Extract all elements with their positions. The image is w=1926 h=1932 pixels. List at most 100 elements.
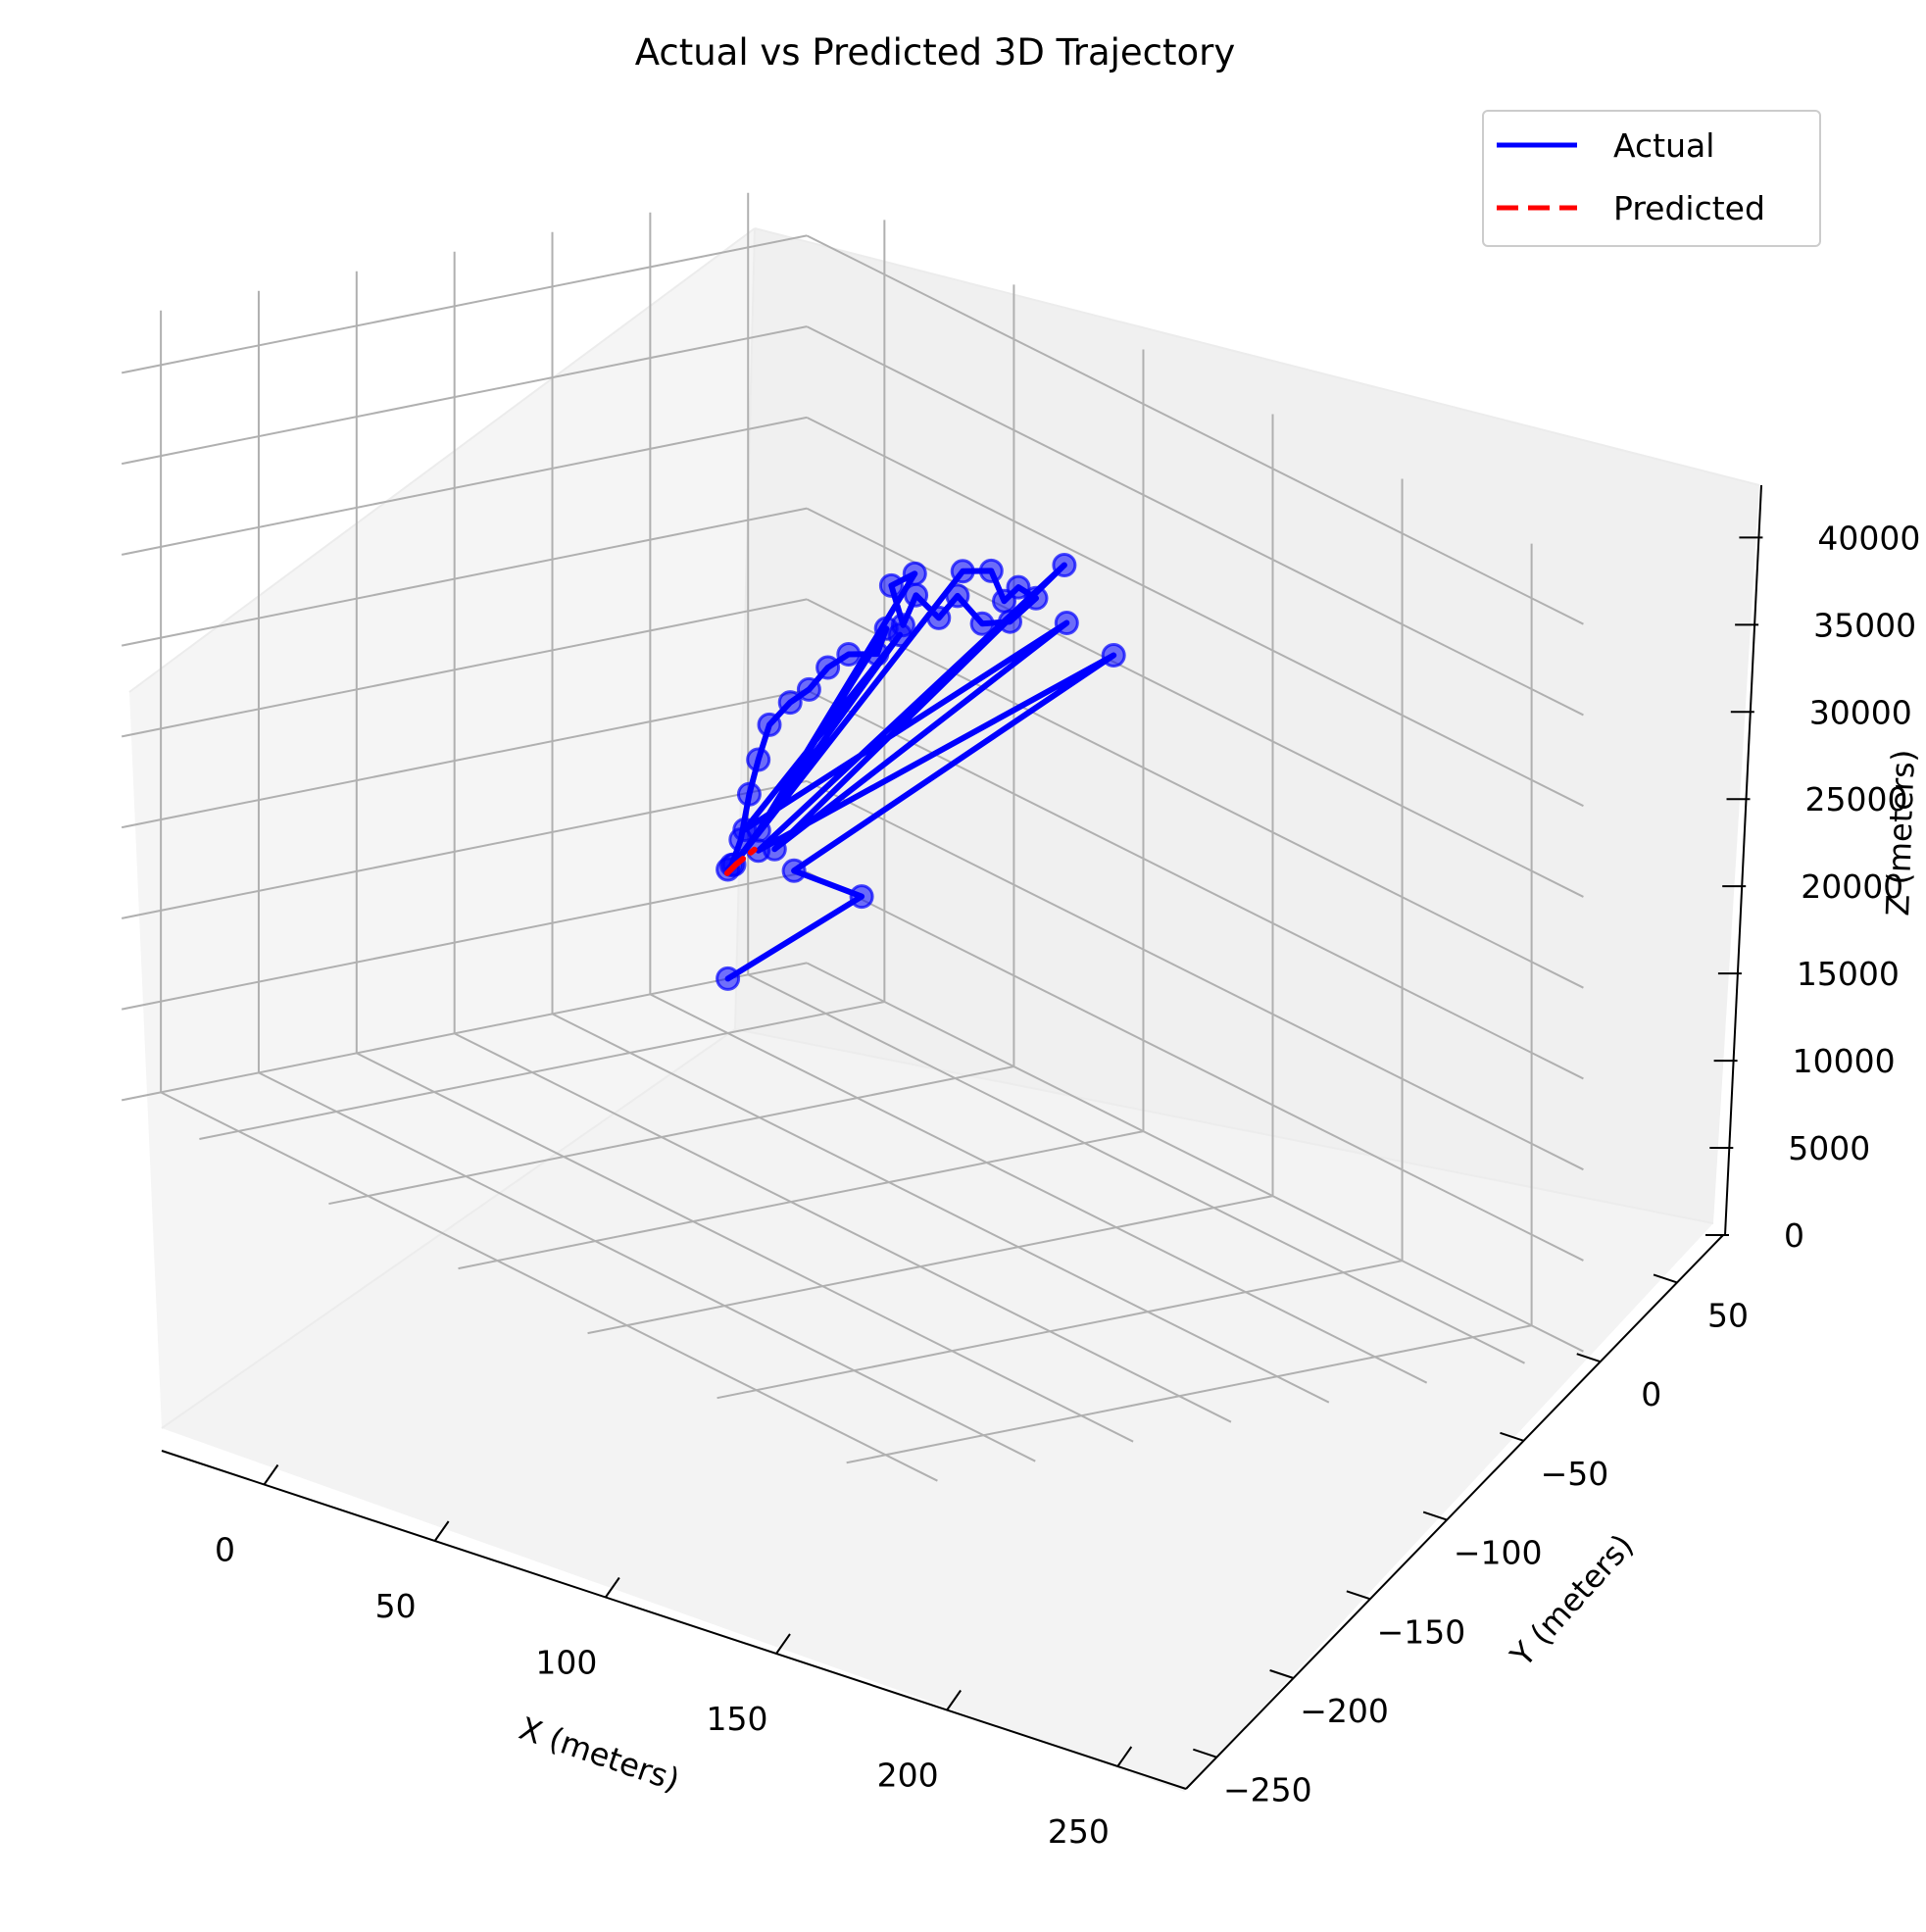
y-gridline-floor xyxy=(356,1052,1134,1443)
x-axis-line xyxy=(161,1450,1187,1790)
z-gridline-back xyxy=(806,416,1584,808)
data-point-actual xyxy=(746,747,771,772)
z-tick-label: 5000 xyxy=(1788,1129,1870,1167)
x-tick-label: 100 xyxy=(535,1644,597,1682)
x-tick-mark xyxy=(263,1463,279,1486)
y-tick-mark xyxy=(1576,1353,1602,1363)
data-point-actual xyxy=(762,836,787,862)
y-axis-line xyxy=(1185,1234,1724,1790)
data-point-actual xyxy=(945,583,970,609)
y-tick-mark xyxy=(1653,1273,1678,1284)
z-gridline-left xyxy=(121,870,808,1011)
data-point-actual xyxy=(904,582,929,608)
x-gridline-floor xyxy=(199,1001,885,1140)
y-tick-mark xyxy=(1500,1431,1524,1442)
z-gridline-back xyxy=(806,507,1584,898)
data-point-actual xyxy=(757,712,782,737)
z-gridline-back xyxy=(806,870,1584,1262)
z-gridline-left xyxy=(121,779,808,919)
data-point-actual xyxy=(736,781,762,807)
x-tick-mark xyxy=(775,1633,791,1655)
legend-label-actual: Actual xyxy=(1613,126,1714,165)
x-tick-mark xyxy=(946,1689,962,1711)
y-tick-label: −250 xyxy=(1223,1771,1312,1809)
chart-title: Actual vs Predicted 3D Trajectory xyxy=(635,31,1236,74)
y-gridline-floor xyxy=(747,973,1525,1364)
x-tick-mark xyxy=(433,1520,450,1542)
z-tick-label: 40000 xyxy=(1817,519,1920,557)
left-wall-pane xyxy=(129,228,755,1428)
data-point-actual xyxy=(878,572,904,598)
z-gridline-back xyxy=(806,779,1584,1171)
x-gridline-floor xyxy=(328,1065,1014,1206)
data-point-actual xyxy=(864,641,890,667)
z-tick-label: 10000 xyxy=(1793,1042,1896,1080)
y-tick-mark xyxy=(1192,1748,1217,1759)
z-axis-label: Z (meters) xyxy=(1879,749,1922,916)
data-point-actual xyxy=(1052,553,1077,577)
z-gridline-left xyxy=(121,689,808,829)
axis-ticks: 0 50 100 150 200 250 −250 −200 −150 −100 −50 0 50 0 50… xyxy=(215,519,1920,1851)
x-tick-label: 0 xyxy=(215,1531,235,1569)
y-tick-label: 50 xyxy=(1707,1296,1749,1334)
back-wall-pane xyxy=(735,228,1759,1223)
y-gridline-floor xyxy=(258,1071,1036,1462)
z-gridline-left xyxy=(121,507,808,647)
z-tick-label: 30000 xyxy=(1809,693,1912,731)
data-point-actual xyxy=(1023,585,1049,611)
x-tick-label: 250 xyxy=(1048,1812,1110,1851)
y-tick-label: −200 xyxy=(1300,1692,1389,1730)
z-tick-label: 20000 xyxy=(1801,867,1903,906)
x-gridline-floor xyxy=(458,1130,1144,1270)
pane-edges xyxy=(128,227,1760,1429)
y-gridline-floor xyxy=(552,1013,1330,1404)
x-tick-mark xyxy=(605,1576,620,1599)
y-tick-mark xyxy=(1269,1669,1294,1679)
floor-pane xyxy=(162,1029,1713,1792)
data-point-actual xyxy=(998,609,1022,634)
z-gridline-back xyxy=(806,234,1584,625)
data-point-actual xyxy=(777,690,803,716)
data-point-actual xyxy=(781,858,807,883)
y-tick-mark xyxy=(1346,1590,1371,1601)
z-tick-label: 35000 xyxy=(1813,606,1916,644)
data-point-actual xyxy=(950,559,975,584)
data-point-actual xyxy=(873,616,899,641)
z-gridline-back xyxy=(806,325,1584,717)
data-point-actual xyxy=(1054,611,1079,635)
z-tick-label: 0 xyxy=(1784,1216,1804,1255)
x-gridline-floor xyxy=(587,1195,1273,1335)
series-layer xyxy=(716,553,1126,991)
y-gridline-floor xyxy=(649,993,1428,1384)
data-point-actual xyxy=(836,642,862,667)
x-tick-label: 150 xyxy=(707,1700,768,1738)
y-tick-mark xyxy=(1422,1511,1448,1521)
z-gridline-left xyxy=(121,962,808,1102)
data-point-actual xyxy=(902,561,927,586)
z-gridline-back xyxy=(806,962,1584,1353)
z-gridline-left xyxy=(121,325,808,466)
z-gridline-left xyxy=(121,416,808,556)
y-tick-label: −100 xyxy=(1454,1534,1543,1572)
legend: Actual Predicted xyxy=(1482,110,1821,247)
data-point-actual xyxy=(728,827,754,853)
data-point-actual xyxy=(796,676,821,702)
data-point-actual xyxy=(978,558,1004,583)
z-tick-label: 15000 xyxy=(1797,955,1900,993)
series-line-predicted xyxy=(723,846,758,876)
z-gridline-back xyxy=(806,598,1584,989)
data-point-actual xyxy=(1006,574,1031,600)
y-tick-label: −150 xyxy=(1377,1612,1466,1651)
z-axis-line xyxy=(1724,484,1762,1236)
data-point-actual xyxy=(849,884,874,910)
data-point-actual xyxy=(815,655,841,680)
x-axis-label: X (meters) xyxy=(515,1709,684,1799)
axes-panes xyxy=(128,227,1760,1792)
x-tick-label: 50 xyxy=(375,1587,417,1625)
legend-label-predicted: Predicted xyxy=(1613,189,1765,227)
series-predicted xyxy=(723,846,758,876)
z-tick-label: 25000 xyxy=(1805,780,1908,818)
data-point-actual xyxy=(1101,643,1126,668)
x-tick-mark xyxy=(1116,1746,1133,1767)
